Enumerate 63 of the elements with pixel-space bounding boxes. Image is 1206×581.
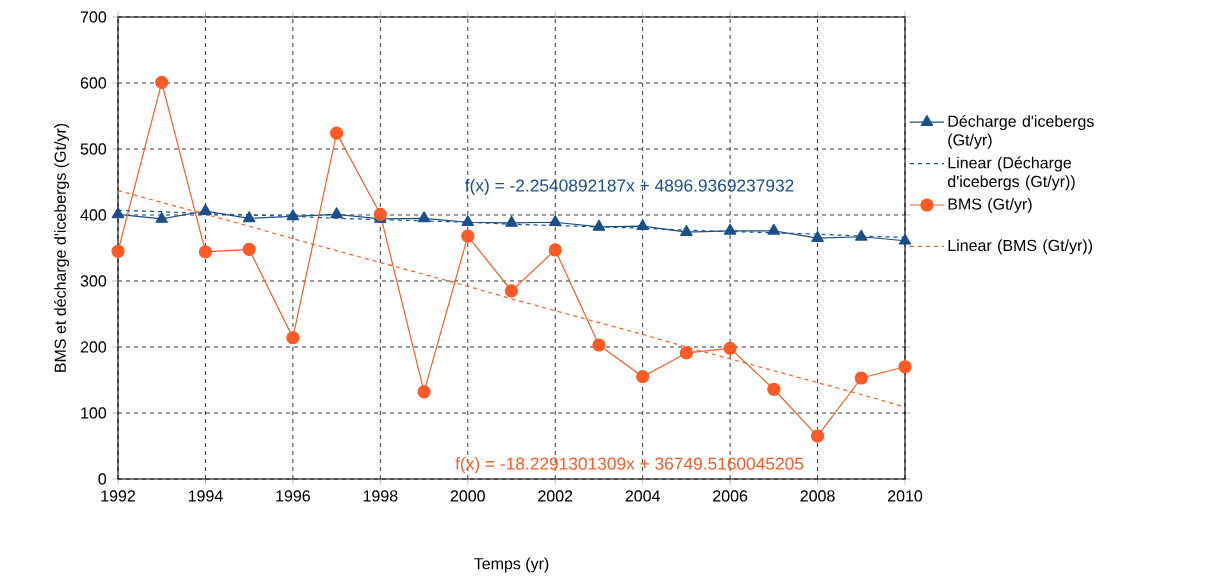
point <box>504 284 519 298</box>
point <box>723 341 737 355</box>
point <box>198 245 213 259</box>
annotation: f(x) = -18.2291301309x + 36749.5160045205 <box>455 457 804 474</box>
legend-label: Décharge d'icebergs (Gt/yr) <box>948 115 1094 149</box>
y-axis-title: BMS et décharge d'icebergs (Gt/yr) <box>54 123 70 372</box>
x-tick-label: 2004 <box>625 490 660 502</box>
y-tick-label: 500 <box>80 143 107 155</box>
point <box>155 75 169 89</box>
point <box>373 207 387 221</box>
x-tick-label: 1992 <box>101 490 135 502</box>
point <box>767 382 781 396</box>
point <box>111 207 125 219</box>
point <box>854 371 868 385</box>
point <box>417 211 431 223</box>
point <box>330 207 343 219</box>
legend-label: Linear (BMS (Gt/yr)) <box>948 239 1093 255</box>
point <box>505 215 518 227</box>
annotation: f(x) = -2.2540892187x + 4896.9369237932 <box>465 178 794 196</box>
point <box>636 370 650 384</box>
x-axis-title: Temps (yr) <box>474 557 549 573</box>
x-tick-label: 2002 <box>538 490 573 502</box>
point <box>461 229 475 243</box>
y-tick-label: 100 <box>81 407 107 419</box>
point <box>767 223 781 235</box>
point <box>286 209 300 221</box>
x-tick-label: 2000 <box>450 490 485 502</box>
x-tick-label: 1994 <box>188 490 223 502</box>
y-tick-label: 400 <box>80 209 107 221</box>
point <box>810 429 825 443</box>
point <box>199 203 212 215</box>
point <box>811 230 824 242</box>
legend-label: Linear (Décharge d'icebergs (Gt/yr)) <box>947 156 1075 191</box>
point <box>155 211 168 223</box>
point <box>898 233 912 245</box>
x-tick-label: 2008 <box>800 490 835 502</box>
y-tick-label: 600 <box>80 77 107 89</box>
point <box>592 219 606 231</box>
point <box>592 338 606 352</box>
legend-label: BMS (Gt/yr) <box>948 198 1032 213</box>
x-tick-label: 2006 <box>713 490 748 502</box>
x-tick-label: 1998 <box>363 490 398 502</box>
point <box>242 211 256 223</box>
x-tick-label: 1996 <box>276 490 310 502</box>
point <box>286 331 300 345</box>
point <box>242 242 256 256</box>
point <box>330 126 344 140</box>
point <box>549 215 562 227</box>
point <box>111 244 125 258</box>
y-tick-label: 0 <box>98 473 107 485</box>
point <box>636 219 649 231</box>
point <box>680 225 693 237</box>
y-tick-label: 200 <box>80 341 107 353</box>
point <box>898 360 912 374</box>
y-tick-label: 300 <box>80 275 107 287</box>
y-tick-label: 700 <box>80 11 107 23</box>
point <box>855 229 868 241</box>
point <box>723 223 737 235</box>
point <box>548 243 562 257</box>
x-tick-label: 2010 <box>888 490 923 502</box>
point <box>417 385 431 399</box>
point <box>679 346 693 360</box>
point <box>461 215 475 227</box>
